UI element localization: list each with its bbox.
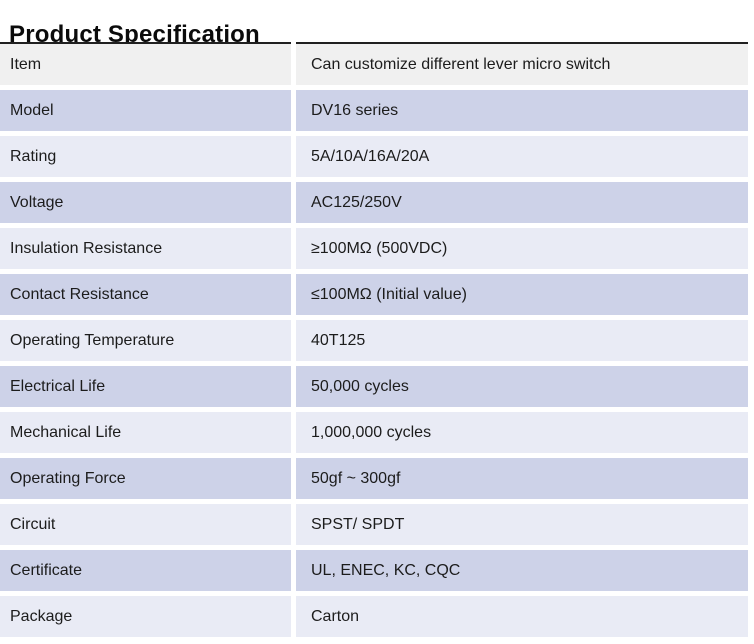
spec-row-value: Carton: [296, 596, 748, 637]
spec-row-label: Operating Force: [0, 458, 291, 499]
spec-row-value: DV16 series: [296, 90, 748, 131]
spec-row-value: ≤100MΩ (Initial value): [296, 274, 748, 315]
spec-row-value: Can customize different lever micro swit…: [296, 44, 748, 85]
spec-row-value: 40T125: [296, 320, 748, 361]
spec-table: Item Can customize different lever micro …: [0, 44, 748, 637]
spec-row-value: SPST/ SPDT: [296, 504, 748, 545]
spec-row-value: 50,000 cycles: [296, 366, 748, 407]
spec-row-label: Circuit: [0, 504, 291, 545]
table-top-border-left: [0, 42, 291, 44]
spec-row-label: Rating: [0, 136, 291, 177]
spec-row-value: ≥100MΩ (500VDC): [296, 228, 748, 269]
spec-row-value: 50gf ~ 300gf: [296, 458, 748, 499]
spec-row-label: Insulation Resistance: [0, 228, 291, 269]
spec-row-label: Contact Resistance: [0, 274, 291, 315]
spec-row-value: AC125/250V: [296, 182, 748, 223]
table-top-border-right: [296, 42, 748, 44]
spec-row-label: Electrical Life: [0, 366, 291, 407]
spec-row-label: Package: [0, 596, 291, 637]
spec-row-label: Operating Temperature: [0, 320, 291, 361]
spec-row-label: Certificate: [0, 550, 291, 591]
spec-row-value: 5A/10A/16A/20A: [296, 136, 748, 177]
spec-row-value: 1,000,000 cycles: [296, 412, 748, 453]
spec-row-label: Model: [0, 90, 291, 131]
spec-row-label: Voltage: [0, 182, 291, 223]
spec-row-label: Mechanical Life: [0, 412, 291, 453]
spec-row-value: UL, ENEC, KC, CQC: [296, 550, 748, 591]
spec-row-label: Item: [0, 44, 291, 85]
